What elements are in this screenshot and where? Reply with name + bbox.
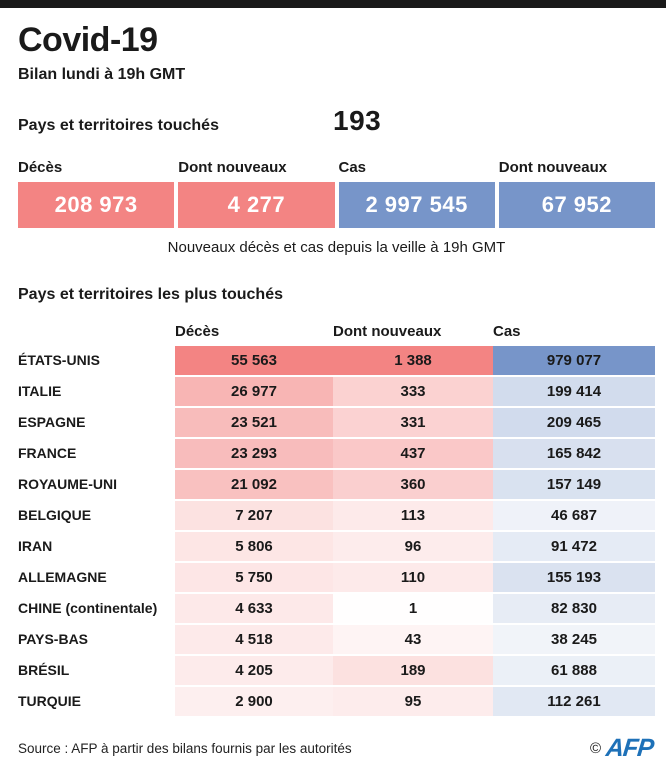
table-section-title: Pays et territoires les plus touchés (18, 286, 283, 303)
stats-note: Nouveaux décès et cas depuis la veille à… (167, 239, 506, 256)
cell-cas: 82 830 (493, 594, 655, 623)
stat-label-deces: Décès (18, 159, 63, 176)
country-name: PAYS-BAS (18, 631, 89, 647)
stat-box-deces: 208 973 (18, 182, 175, 228)
country-name: ALLEMAGNE (18, 569, 107, 585)
stat-label-cas: Cas (338, 159, 367, 176)
cell-deces: 23 293 (175, 439, 333, 468)
cell-cas: 46 687 (493, 501, 655, 530)
table-row: IRAN 5 806 96 91 472 (18, 532, 655, 561)
table-row: TURQUIE 2 900 95 112 261 (18, 687, 655, 716)
stat-box-cas: 2 997 545 (338, 182, 495, 228)
cell-deces: 2 900 (175, 687, 333, 716)
table-row: ESPAGNE 23 521 331 209 465 (18, 408, 655, 437)
cell-nouveaux: 1 (333, 594, 493, 623)
column-header-nouveaux: Dont nouveaux (333, 323, 442, 340)
cell-deces: 7 207 (175, 501, 333, 530)
header-spacer (18, 323, 175, 340)
country-name: ESPAGNE (18, 414, 86, 430)
country-name: IRAN (18, 538, 53, 554)
cell-cas: 112 261 (493, 687, 655, 716)
afp-logo-text: AFP (604, 734, 655, 762)
cell-nouveaux: 1 388 (333, 346, 493, 375)
cell-cas: 38 245 (493, 625, 655, 654)
cell-nouveaux: 96 (333, 532, 493, 561)
table-row: CHINE (continentale) 4 633 1 82 830 (18, 594, 655, 623)
cell-cas: 979 077 (493, 346, 655, 375)
table-row: ALLEMAGNE 5 750 110 155 193 (18, 563, 655, 592)
cell-deces: 4 518 (175, 625, 333, 654)
cell-nouveaux: 95 (333, 687, 493, 716)
cell-nouveaux: 437 (333, 439, 493, 468)
cell-cas: 155 193 (493, 563, 655, 592)
source-credit: Source : AFP à partir des bilans fournis… (18, 741, 352, 756)
table-row: PAYS-BAS 4 518 43 38 245 (18, 625, 655, 654)
cell-nouveaux: 110 (333, 563, 493, 592)
cell-deces: 5 750 (175, 563, 333, 592)
country-name: CHINE (continentale) (18, 600, 158, 616)
cell-deces: 55 563 (175, 346, 333, 375)
summary-label: Pays et territoires touchés (18, 117, 219, 134)
table-row: BRÉSIL 4 205 189 61 888 (18, 656, 655, 685)
country-table-body: ÉTATS-UNIS 55 563 1 388 979 077 ITALIE 26 977… (18, 346, 655, 716)
stat-label-deces-nouveaux: Dont nouveaux (178, 159, 287, 176)
stat-boxes-row: 208 973 4 277 2 997 545 67 952 (18, 182, 655, 228)
column-header-cas: Cas (493, 323, 521, 340)
table-row: FRANCE 23 293 437 165 842 (18, 439, 655, 468)
table-row: ÉTATS-UNIS 55 563 1 388 979 077 (18, 346, 655, 375)
cell-cas: 165 842 (493, 439, 655, 468)
cell-nouveaux: 43 (333, 625, 493, 654)
column-header-deces: Décès (175, 323, 220, 340)
page-subtitle: Bilan lundi à 19h GMT (18, 66, 186, 83)
cell-deces: 21 092 (175, 470, 333, 499)
footer: Source : AFP à partir des bilans fournis… (18, 734, 655, 762)
cell-nouveaux: 333 (333, 377, 493, 406)
afp-logo: © AFP (589, 734, 655, 762)
summary-row: Pays et territoires touchés 193 (18, 105, 655, 137)
cell-deces: 26 977 (175, 377, 333, 406)
copyright-symbol: © (589, 740, 601, 757)
cell-deces: 4 205 (175, 656, 333, 685)
summary-value: 193 (333, 105, 382, 136)
table-row: ROYAUME-UNI 21 092 360 157 149 (18, 470, 655, 499)
content: Covid-19 Bilan lundi à 19h GMT Pays et t… (0, 21, 666, 762)
top-black-bar (0, 0, 666, 8)
stat-labels-row: Décès Dont nouveaux Cas Dont nouveaux (18, 159, 655, 177)
cell-cas: 157 149 (493, 470, 655, 499)
table-row: ITALIE 26 977 333 199 414 (18, 377, 655, 406)
table-row: BELGIQUE 7 207 113 46 687 (18, 501, 655, 530)
cell-nouveaux: 360 (333, 470, 493, 499)
cell-deces: 4 633 (175, 594, 333, 623)
country-name: BELGIQUE (18, 507, 92, 523)
country-name: ROYAUME-UNI (18, 476, 118, 492)
country-name: FRANCE (18, 445, 77, 461)
country-name: BRÉSIL (18, 662, 70, 678)
cell-nouveaux: 189 (333, 656, 493, 685)
table-header-row: Décès Dont nouveaux Cas (18, 323, 655, 340)
stat-box-cas-nouveaux: 67 952 (498, 182, 655, 228)
country-name: ÉTATS-UNIS (18, 352, 100, 368)
cell-cas: 209 465 (493, 408, 655, 437)
cell-cas: 199 414 (493, 377, 655, 406)
cell-deces: 5 806 (175, 532, 333, 561)
cell-nouveaux: 331 (333, 408, 493, 437)
cell-nouveaux: 113 (333, 501, 493, 530)
stat-label-cas-nouveaux: Dont nouveaux (498, 159, 608, 176)
cell-cas: 91 472 (493, 532, 655, 561)
cell-deces: 23 521 (175, 408, 333, 437)
stat-box-deces-nouveaux: 4 277 (178, 182, 335, 228)
page-title: Covid-19 (18, 21, 158, 59)
cell-cas: 61 888 (493, 656, 655, 685)
country-name: ITALIE (18, 383, 62, 399)
country-name: TURQUIE (18, 693, 81, 709)
